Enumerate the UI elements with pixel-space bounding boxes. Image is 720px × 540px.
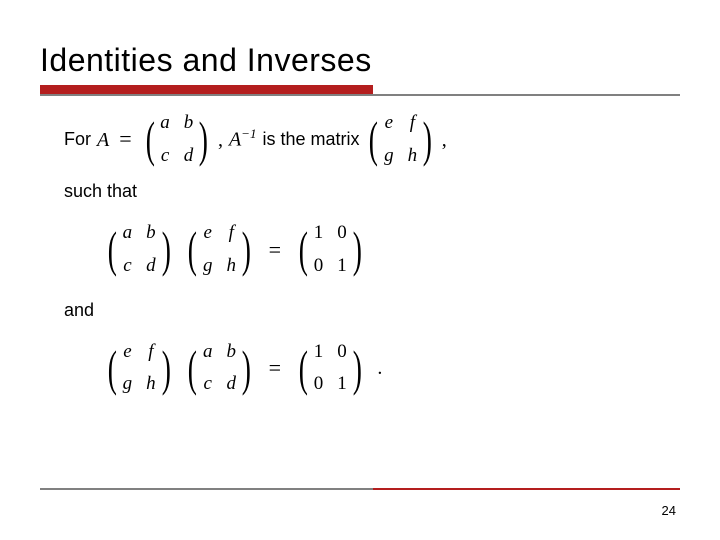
superscript-minus-one: −1 xyxy=(241,126,256,141)
cell: 0 xyxy=(314,253,324,280)
cell: 0 xyxy=(337,220,347,247)
cell: e xyxy=(123,339,133,366)
matrix-cells: e f g h xyxy=(121,339,158,398)
cell: h xyxy=(408,143,418,170)
cell: 1 xyxy=(337,371,347,398)
cell: 0 xyxy=(337,339,347,366)
equation-1: ( a b c d ) ( e f g h ) = xyxy=(104,220,656,279)
matrix-identity: ( 1 0 0 1 ) xyxy=(295,220,365,279)
cell: d xyxy=(146,253,156,280)
matrix-A-def: ( a b c d ) xyxy=(142,110,212,169)
cell: 1 xyxy=(314,220,324,247)
matrix-cells: e f g h xyxy=(201,220,238,279)
paren-right: ) xyxy=(352,232,361,267)
matrix-cells: a b c d xyxy=(121,220,158,279)
matrix-identity: ( 1 0 0 1 ) xyxy=(295,339,365,398)
cell: e xyxy=(384,110,394,137)
equals-sign: = xyxy=(269,353,281,384)
paren-left: ( xyxy=(145,122,154,157)
cell: a xyxy=(160,110,170,137)
equals-sign: = xyxy=(119,124,131,155)
title-underline-red xyxy=(40,85,373,94)
cell: a xyxy=(203,339,213,366)
matrix-cells: 1 0 0 1 xyxy=(312,220,349,279)
equation-2: ( e f g h ) ( a b c d ) = xyxy=(104,339,656,398)
paren-right: ) xyxy=(352,351,361,386)
symbol-A-inverse: A−1 xyxy=(229,125,257,154)
cell: g xyxy=(384,143,394,170)
cell: b xyxy=(146,220,156,247)
paren-right: ) xyxy=(242,351,251,386)
comma: , xyxy=(218,126,223,154)
text-such-that: such that xyxy=(64,179,656,204)
cell: 0 xyxy=(314,371,324,398)
matrix-B: ( e f g h ) xyxy=(104,339,174,398)
paren-right: ) xyxy=(161,351,170,386)
paren-left: ( xyxy=(108,232,117,267)
matrix-A-cells: a b c d xyxy=(158,110,195,169)
symbol-A-base: A xyxy=(229,129,241,151)
paren-right: ) xyxy=(423,122,432,157)
matrix-cells: 1 0 0 1 xyxy=(312,339,349,398)
cell: 1 xyxy=(337,253,347,280)
bottom-rule xyxy=(40,488,680,490)
cell: g xyxy=(203,253,213,280)
cell: e xyxy=(203,220,213,247)
page-number: 24 xyxy=(662,503,676,518)
cell: g xyxy=(123,371,133,398)
matrix-B-cells: e f g h xyxy=(382,110,419,169)
slide-content: For A = ( a b c d ) , A−1 is the matrix … xyxy=(40,110,680,398)
cell: h xyxy=(146,371,156,398)
slide-title: Identities and Inverses xyxy=(40,42,680,79)
matrix-A: ( a b c d ) xyxy=(104,220,174,279)
paren-left: ( xyxy=(188,232,197,267)
cell: d xyxy=(226,371,236,398)
cell: f xyxy=(226,220,236,247)
cell: f xyxy=(146,339,156,366)
cell: h xyxy=(226,253,236,280)
matrix-B: ( e f g h ) xyxy=(184,220,254,279)
paren-left: ( xyxy=(188,351,197,386)
slide-container: Identities and Inverses For A = ( a b c … xyxy=(0,0,720,540)
title-underline-gray xyxy=(40,94,680,96)
matrix-cells: a b c d xyxy=(201,339,238,398)
matrix-B-def: ( e f g h ) xyxy=(365,110,435,169)
cell: d xyxy=(184,143,194,170)
cell: b xyxy=(184,110,194,137)
text-and: and xyxy=(64,298,656,323)
period: . xyxy=(377,354,382,382)
paren-left: ( xyxy=(299,351,308,386)
cell: c xyxy=(203,371,213,398)
text-is-the-matrix: is the matrix xyxy=(262,127,359,152)
cell: f xyxy=(408,110,418,137)
comma: , xyxy=(442,126,447,154)
paren-left: ( xyxy=(108,351,117,386)
paren-right: ) xyxy=(199,122,208,157)
paren-left: ( xyxy=(369,122,378,157)
paren-right: ) xyxy=(242,232,251,267)
definition-line: For A = ( a b c d ) , A−1 is the matrix … xyxy=(64,110,656,169)
equals-sign: = xyxy=(269,235,281,266)
cell: c xyxy=(160,143,170,170)
cell: a xyxy=(123,220,133,247)
cell: c xyxy=(123,253,133,280)
matrix-A: ( a b c d ) xyxy=(184,339,254,398)
paren-left: ( xyxy=(299,232,308,267)
text-for: For xyxy=(64,127,91,152)
paren-right: ) xyxy=(161,232,170,267)
symbol-A: A xyxy=(97,126,109,154)
cell: b xyxy=(226,339,236,366)
cell: 1 xyxy=(314,339,324,366)
